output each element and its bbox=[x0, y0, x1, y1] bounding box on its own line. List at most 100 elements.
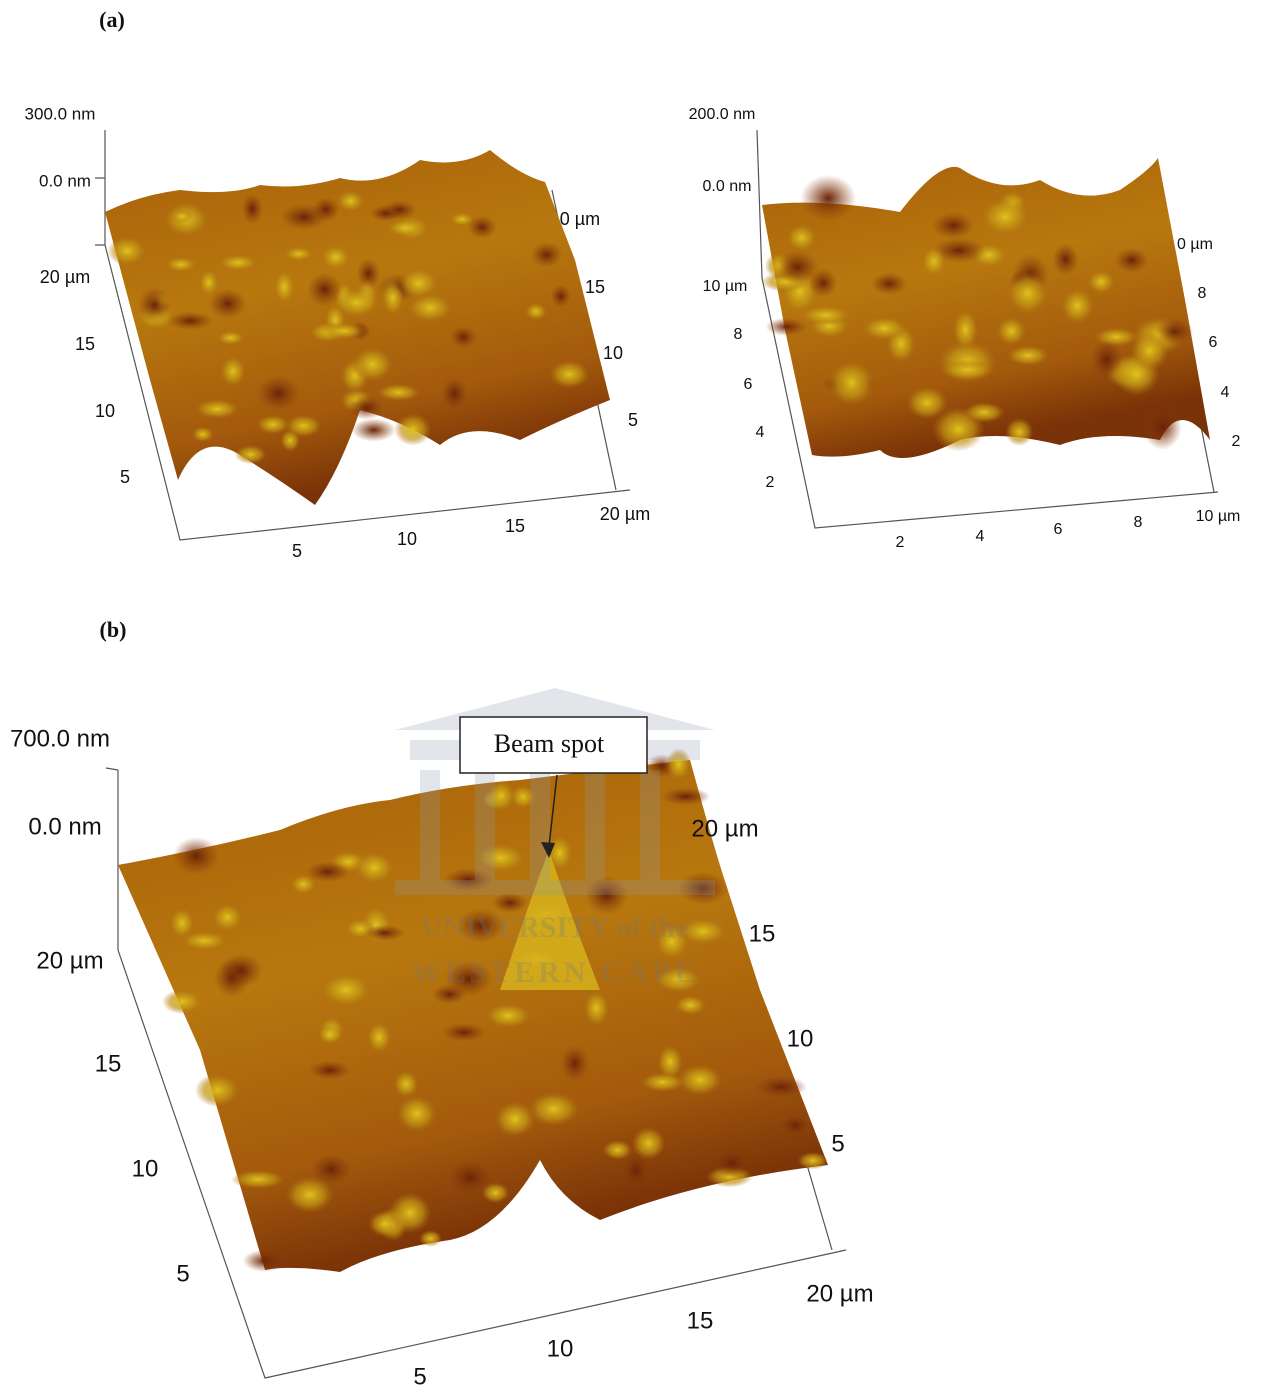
surface-peak bbox=[485, 1003, 532, 1028]
surface-peak bbox=[828, 360, 874, 406]
axis-label: 20 µm bbox=[806, 1280, 873, 1307]
surface-peak bbox=[107, 236, 146, 266]
surface-peak bbox=[1007, 272, 1049, 315]
axis-label: 8 bbox=[734, 326, 743, 343]
surface-peak bbox=[320, 973, 371, 1007]
panel-label: (a) bbox=[99, 7, 125, 32]
surface-peak bbox=[906, 386, 948, 419]
axis-label: 0.0 nm bbox=[703, 178, 752, 195]
axis-label: 0.0 nm bbox=[39, 171, 91, 190]
surface-peak bbox=[640, 1072, 685, 1091]
surface-pit bbox=[661, 788, 710, 806]
surface-peak bbox=[195, 399, 240, 419]
axis-label: 20 µm bbox=[691, 815, 758, 842]
axis-label: 10 bbox=[787, 1025, 814, 1052]
surface-pit bbox=[622, 1153, 650, 1188]
axis-label: 0 µm bbox=[1177, 236, 1213, 253]
axis-label: 15 bbox=[687, 1307, 714, 1334]
watermark-text: UNIVERSITY of the bbox=[421, 911, 688, 944]
surface-peak bbox=[192, 427, 214, 443]
surface-pit bbox=[766, 318, 808, 336]
surface-peak bbox=[231, 1170, 285, 1189]
surface-pit bbox=[468, 216, 497, 239]
surface-peak bbox=[786, 224, 816, 251]
surface-peak bbox=[549, 360, 590, 388]
surface-pit bbox=[173, 837, 219, 875]
surface-peak bbox=[256, 415, 289, 434]
surface-peak bbox=[320, 245, 351, 270]
surface-peak bbox=[678, 1064, 722, 1095]
surface-peak bbox=[285, 415, 321, 438]
surface-peak bbox=[386, 219, 425, 237]
surface-pit bbox=[1090, 340, 1122, 379]
surface-pit bbox=[442, 1023, 486, 1041]
surface-pit bbox=[370, 205, 401, 221]
surface-pit bbox=[809, 268, 838, 298]
axis-label: 4 bbox=[756, 424, 765, 441]
surface-pit bbox=[242, 194, 263, 225]
surface-peak bbox=[217, 331, 245, 345]
axis-label: 10 µm bbox=[703, 278, 748, 295]
surface-pit bbox=[561, 1045, 590, 1081]
surface-peak bbox=[1005, 418, 1033, 446]
surface-pit bbox=[1115, 248, 1149, 273]
axis-label: 8 bbox=[1134, 514, 1143, 531]
surface-pit bbox=[550, 285, 571, 308]
surface-peak bbox=[377, 384, 420, 401]
surface-peak bbox=[171, 209, 193, 223]
axis-label: 4 bbox=[1221, 384, 1230, 401]
surface-peak bbox=[1130, 331, 1168, 370]
surface-peak bbox=[290, 874, 316, 895]
annotation-text: Beam spot bbox=[494, 729, 605, 758]
figure: UNIVERSITY of theWESTERN CAPE (a)(b)300.… bbox=[0, 0, 1261, 1394]
surface-peak bbox=[195, 1073, 240, 1107]
surface-peak bbox=[397, 1095, 437, 1132]
surface-peak bbox=[921, 246, 946, 277]
surface-pit bbox=[281, 204, 328, 230]
surface-peak bbox=[235, 445, 267, 464]
axis-label: 6 bbox=[744, 376, 753, 393]
axis-label: 5 bbox=[628, 410, 638, 430]
surface-peak bbox=[317, 1025, 342, 1044]
axis-label: 10 bbox=[547, 1335, 574, 1362]
axis-label: 10 bbox=[132, 1155, 159, 1182]
surface-peak bbox=[799, 305, 851, 325]
axis-label: 15 bbox=[749, 920, 776, 947]
axis-label: 20 µm bbox=[36, 947, 103, 974]
surface-pit bbox=[755, 1076, 807, 1098]
surface-pit bbox=[256, 376, 300, 412]
axis-label: 20 µm bbox=[600, 504, 650, 524]
surface-peak bbox=[336, 190, 365, 212]
surface-peak bbox=[584, 990, 610, 1026]
surface-peak bbox=[273, 269, 295, 304]
axis-label: 4 bbox=[976, 528, 985, 545]
axis-label: 5 bbox=[120, 467, 130, 487]
axis-label: 6 bbox=[1209, 334, 1218, 351]
surface-peak bbox=[1087, 270, 1115, 294]
axis-label: 2 bbox=[896, 534, 905, 551]
surface-pit bbox=[138, 287, 171, 323]
surface-peak bbox=[862, 316, 908, 340]
axis-label: 700.0 nm bbox=[10, 725, 110, 752]
surface-peak bbox=[675, 995, 707, 1015]
axis-label: 200.0 nm bbox=[689, 106, 756, 123]
surface-pit bbox=[932, 212, 975, 239]
axis-label: 20 µm bbox=[40, 267, 90, 287]
surface-pit bbox=[1143, 405, 1182, 450]
axis-label: 6 bbox=[1054, 521, 1063, 538]
axis-label: 10 µm bbox=[1196, 508, 1241, 525]
axis-label: 5 bbox=[413, 1363, 426, 1390]
surface-pit bbox=[714, 1149, 749, 1178]
surface-peak bbox=[352, 347, 394, 381]
surface-peak bbox=[285, 1176, 333, 1213]
surface-peak bbox=[525, 303, 547, 321]
surface-peak bbox=[953, 309, 979, 350]
surface-peak bbox=[354, 851, 395, 883]
surface-peak bbox=[180, 931, 228, 950]
surface-pit bbox=[364, 925, 405, 941]
surface-peak bbox=[482, 1182, 510, 1203]
surface-peak bbox=[334, 287, 378, 317]
axis-label: 5 bbox=[292, 541, 302, 561]
surface-peak bbox=[394, 413, 431, 446]
surface-peak bbox=[964, 402, 1005, 422]
